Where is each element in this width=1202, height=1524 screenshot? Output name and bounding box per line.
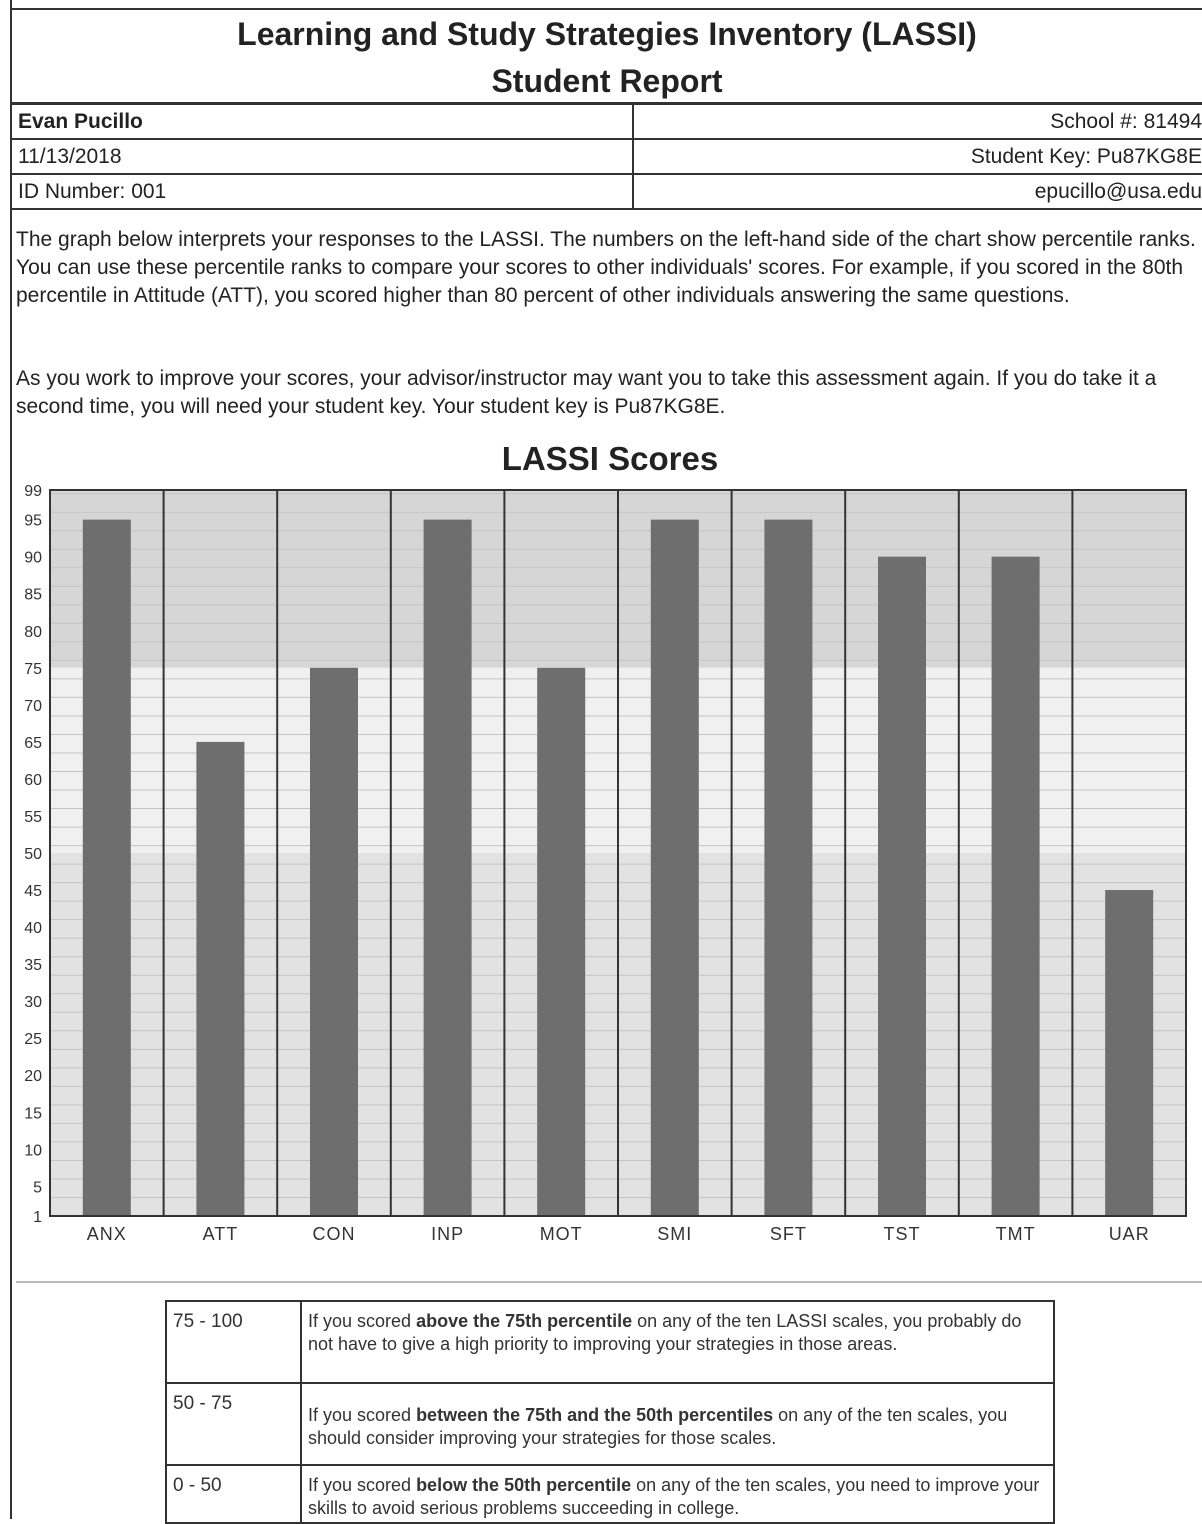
info-row: ID Number: 001 epucillo@usa.edu	[10, 173, 1202, 210]
legend-text-pre: If you scored	[308, 1311, 417, 1331]
y-tick-label: 35	[24, 957, 42, 974]
student-key: Student Key: Pu87KG8E	[632, 138, 1202, 175]
legend-description: If you scored between the 75th and the 5…	[300, 1382, 1055, 1466]
y-tick-label: 99	[24, 483, 42, 500]
y-tick-label: 85	[24, 587, 42, 604]
y-tick-label: 75	[24, 661, 42, 678]
y-tick-label: 40	[24, 920, 42, 937]
lassi-scores-chart: 99 95 90 85 80 75 70 65 60 55 50 45 40 35 30 25 20 15 10 5 1…	[24, 483, 1187, 1244]
y-tick-label: 50	[24, 846, 42, 863]
legend-description: If you scored above the 75th percentile …	[300, 1300, 1055, 1384]
legend-range: 75 - 100	[165, 1300, 302, 1384]
legend-range: 50 - 75	[165, 1382, 302, 1466]
score-bar	[423, 519, 472, 1216]
y-tick-label: 10	[24, 1142, 42, 1159]
y-tick-label: 1	[33, 1209, 42, 1226]
x-tick-label: ATT	[203, 1224, 239, 1244]
score-legend-table: 75 - 100 If you scored above the 75th pe…	[165, 1300, 1055, 1524]
legend-text-post: on any of the ten scales, you should con…	[308, 1405, 1008, 1448]
legend-text-post: on any of the ten LASSI scales, you prob…	[308, 1311, 1022, 1354]
legend-range: 0 - 50	[165, 1464, 302, 1524]
legend-text-pre: If you scored	[308, 1405, 417, 1425]
x-tick-label: MOT	[540, 1224, 583, 1244]
chart-title: LASSI Scores	[501, 440, 719, 477]
y-tick-label: 55	[24, 809, 42, 826]
legend-text-bold: between the 75th and the 50th percentile…	[416, 1405, 774, 1425]
score-bar	[650, 519, 699, 1216]
score-bar	[82, 519, 131, 1216]
score-bar	[991, 556, 1040, 1216]
x-tick-label: INP	[431, 1224, 464, 1244]
legend-text-bold: below the 50th percentile	[416, 1475, 632, 1495]
x-tick-label: SFT	[770, 1224, 807, 1244]
score-bar	[537, 667, 586, 1216]
y-tick-label: 70	[24, 698, 42, 715]
x-tick-label: CON	[313, 1224, 356, 1244]
x-tick-label: SMI	[657, 1224, 692, 1244]
plot-border	[49, 489, 1187, 1217]
y-tick-label: 5	[33, 1179, 42, 1196]
legend-description: If you scored below the 50th percentile …	[300, 1464, 1055, 1524]
x-tick-label: ANX	[87, 1224, 127, 1244]
legend-row: 50 - 75 If you scored between the 75th a…	[165, 1382, 1055, 1466]
title-box: Learning and Study Strategies Inventory …	[10, 8, 1202, 104]
report-subtitle: Student Report	[491, 63, 723, 99]
y-tick-label: 25	[24, 1031, 42, 1048]
student-email: epucillo@usa.edu	[632, 173, 1202, 210]
id-number: ID Number: 001	[10, 173, 634, 210]
y-tick-label: 80	[24, 624, 42, 641]
y-tick-label: 95	[24, 513, 42, 530]
legend-row: 0 - 50 If you scored below the 50th perc…	[165, 1464, 1055, 1524]
x-tick-label: TMT	[996, 1224, 1036, 1244]
student-name: Evan Pucillo	[10, 103, 634, 140]
info-row: Evan Pucillo School #: 81494	[10, 103, 1202, 140]
legend-text-pre: If you scored	[308, 1475, 417, 1495]
y-tick-label: 20	[24, 1068, 42, 1085]
x-tick-label: UAR	[1109, 1224, 1150, 1244]
legend-text-bold: above the 75th percentile	[416, 1311, 633, 1331]
score-bar	[1105, 890, 1154, 1216]
score-bar	[878, 556, 926, 1216]
section-divider	[16, 1281, 1202, 1283]
intro-paragraph-1: The graph below interprets your response…	[16, 228, 1196, 307]
report-date: 11/13/2018	[10, 138, 634, 175]
intro-paragraph-2: As you work to improve your scores, your…	[16, 367, 1157, 418]
y-tick-label: 60	[24, 772, 42, 789]
school-number: School #: 81494	[632, 103, 1202, 140]
score-bar	[764, 519, 813, 1216]
x-tick-label: TST	[884, 1224, 921, 1244]
score-bar	[310, 667, 358, 1216]
score-bar	[196, 741, 245, 1216]
legend-row: 75 - 100 If you scored above the 75th pe…	[165, 1300, 1055, 1384]
report-title: Learning and Study Strategies Inventory …	[237, 16, 977, 52]
report-frame	[10, 0, 1202, 1519]
y-tick-label: 15	[24, 1105, 42, 1122]
legend-text-post: on any of the ten scales, you need to im…	[308, 1475, 1040, 1518]
info-row: 11/13/2018 Student Key: Pu87KG8E	[10, 138, 1202, 175]
student-info-table: Evan Pucillo School #: 81494 11/13/2018 …	[10, 103, 1202, 210]
y-tick-label: 65	[24, 735, 42, 752]
y-tick-label: 90	[24, 550, 42, 567]
y-tick-label: 30	[24, 994, 42, 1011]
y-tick-label: 45	[24, 883, 42, 900]
